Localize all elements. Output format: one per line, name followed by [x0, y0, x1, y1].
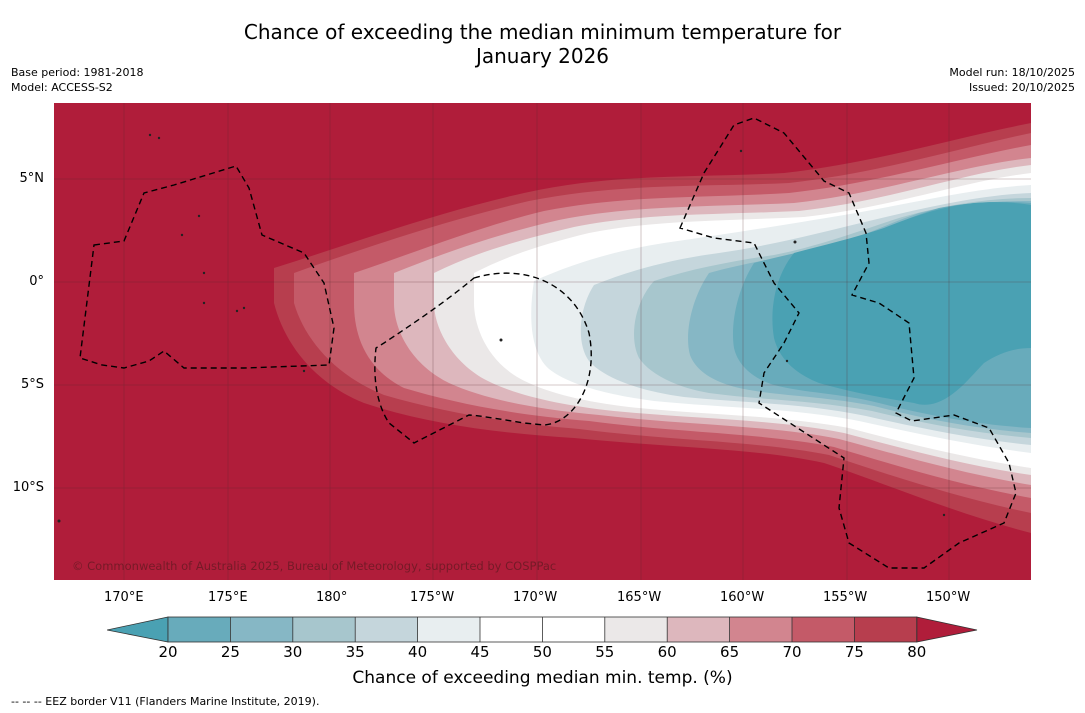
colorbar-tick-label: 45	[470, 643, 490, 661]
title-line-1: Chance of exceeding the median minimum t…	[243, 20, 842, 44]
colorbar-tick-label: 75	[844, 643, 864, 661]
colorbar	[107, 616, 978, 643]
lon-tick-label: 175°W	[410, 590, 455, 605]
colorbar-tick-label: 30	[283, 643, 303, 661]
colorbar-seg-60-65	[667, 617, 730, 642]
lat-tick-label: 5°S	[20, 377, 44, 392]
colorbar-seg-70-75	[792, 617, 855, 642]
islands	[57, 133, 946, 523]
colorbar-tick-label: 40	[408, 643, 428, 661]
graticule	[54, 103, 1031, 580]
model-run-text: Model run: 18/10/2025	[949, 66, 1075, 79]
colorbar-tick-label: 35	[345, 643, 365, 661]
eez-footnote: -- -- -- EEZ border V11 (Flanders Marine…	[11, 695, 320, 708]
colorbar-seg-35-40	[355, 617, 418, 642]
lon-tick-label: 170°E	[104, 590, 144, 605]
field-below-20	[772, 202, 1031, 405]
colorbar-above-arrow	[916, 616, 978, 643]
colorbar-seg-45-50	[480, 617, 543, 642]
chart-title: Chance of exceeding the median minimum t…	[0, 20, 1085, 68]
meta-right: Model run: 18/10/2025 Issued: 20/10/2025	[949, 65, 1075, 95]
lon-tick-label: 155°W	[823, 590, 868, 605]
colorbar-below-arrow	[107, 616, 169, 643]
colorbar-tick-label: 20	[158, 643, 178, 661]
title-line-2: January 2026	[475, 44, 610, 68]
colorbar-tick-label: 80	[907, 643, 927, 661]
lon-tick-label: 165°W	[617, 590, 662, 605]
base-period-text: Base period: 1981-2018	[11, 66, 144, 79]
lon-tick-label: 180°	[316, 590, 348, 605]
colorbar-tick-label: 50	[532, 643, 552, 661]
colorbar-seg-25-30	[230, 617, 293, 642]
colorbar-seg-50-55	[542, 617, 605, 642]
lon-tick-label: 160°W	[720, 590, 765, 605]
colorbar-tick-label: 70	[782, 643, 802, 661]
copyright-notice: © Commonwealth of Australia 2025, Bureau…	[72, 559, 557, 573]
lon-tick-label: 175°E	[208, 590, 248, 605]
colorbar-seg-40-45	[417, 617, 480, 642]
colorbar-seg-20-25	[168, 617, 231, 642]
model-text: Model: ACCESS-S2	[11, 81, 113, 94]
colorbar-seg-30-35	[292, 617, 356, 642]
colorbar-tick-label: 25	[220, 643, 240, 661]
colorbar-tick-label: 60	[657, 643, 677, 661]
colorbar-tick-label: 65	[720, 643, 740, 661]
colorbar-seg-55-60	[604, 617, 668, 642]
lat-tick-label: 10°S	[12, 480, 44, 495]
colorbar-label: Chance of exceeding median min. temp. (%…	[352, 668, 733, 688]
colorbar-seg-65-70	[729, 617, 792, 642]
issued-text: Issued: 20/10/2025	[968, 81, 1075, 94]
lon-tick-label: 150°W	[926, 590, 971, 605]
map-canvas[interactable]	[54, 103, 1031, 580]
lon-tick-label: 170°W	[513, 590, 558, 605]
lat-tick-label: 0°	[29, 274, 44, 289]
colorbar-tick-label: 55	[595, 643, 615, 661]
colorbar-seg-75-80	[854, 617, 917, 642]
eez-borders	[79, 117, 1017, 569]
lat-tick-label: 5°N	[19, 171, 45, 186]
meta-left: Base period: 1981-2018 Model: ACCESS-S2	[11, 65, 143, 95]
map-panel[interactable]	[54, 103, 1031, 580]
